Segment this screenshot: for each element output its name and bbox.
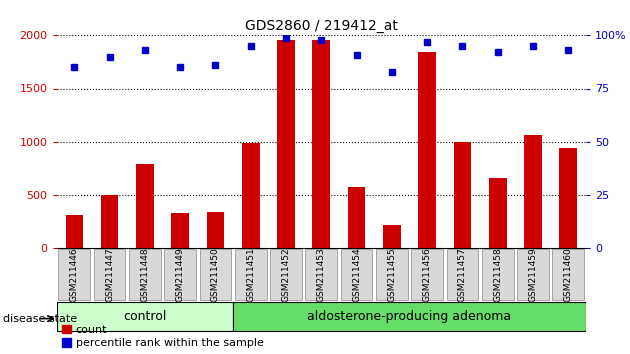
Bar bbox=[489, 178, 507, 248]
Text: GSM211450: GSM211450 bbox=[211, 247, 220, 302]
FancyBboxPatch shape bbox=[376, 249, 408, 300]
Text: GSM211449: GSM211449 bbox=[176, 247, 185, 302]
Text: GSM211447: GSM211447 bbox=[105, 247, 114, 302]
FancyBboxPatch shape bbox=[553, 249, 584, 300]
FancyBboxPatch shape bbox=[306, 249, 337, 300]
Bar bbox=[454, 142, 471, 248]
FancyBboxPatch shape bbox=[235, 249, 266, 300]
Legend: count, percentile rank within the sample: count, percentile rank within the sample bbox=[62, 325, 263, 348]
Text: GSM211446: GSM211446 bbox=[70, 247, 79, 302]
FancyBboxPatch shape bbox=[94, 249, 125, 300]
Bar bbox=[207, 212, 224, 248]
Text: control: control bbox=[123, 310, 166, 323]
Text: GSM211453: GSM211453 bbox=[317, 247, 326, 302]
Text: GSM211456: GSM211456 bbox=[423, 247, 432, 302]
FancyBboxPatch shape bbox=[200, 249, 231, 300]
FancyBboxPatch shape bbox=[482, 249, 513, 300]
FancyBboxPatch shape bbox=[59, 249, 90, 300]
Text: disease state: disease state bbox=[3, 314, 77, 324]
Title: GDS2860 / 219412_at: GDS2860 / 219412_at bbox=[245, 19, 398, 33]
Bar bbox=[312, 40, 330, 248]
FancyBboxPatch shape bbox=[447, 249, 478, 300]
Text: GSM211457: GSM211457 bbox=[458, 247, 467, 302]
Bar bbox=[136, 164, 154, 248]
Text: GSM211452: GSM211452 bbox=[282, 247, 290, 302]
FancyBboxPatch shape bbox=[270, 249, 302, 300]
FancyBboxPatch shape bbox=[164, 249, 196, 300]
Text: GSM211460: GSM211460 bbox=[564, 247, 573, 302]
Text: GSM211458: GSM211458 bbox=[493, 247, 502, 302]
Bar bbox=[418, 52, 436, 248]
Bar bbox=[171, 213, 189, 248]
Bar bbox=[101, 195, 118, 248]
Text: GSM211451: GSM211451 bbox=[246, 247, 255, 302]
FancyBboxPatch shape bbox=[411, 249, 443, 300]
FancyBboxPatch shape bbox=[341, 249, 372, 300]
Bar bbox=[524, 135, 542, 248]
Bar bbox=[277, 40, 295, 248]
Text: GSM211459: GSM211459 bbox=[529, 247, 537, 302]
Text: GSM211448: GSM211448 bbox=[140, 247, 149, 302]
Bar bbox=[348, 187, 365, 248]
Bar bbox=[57, 302, 233, 331]
Text: GSM211454: GSM211454 bbox=[352, 247, 361, 302]
Text: GSM211455: GSM211455 bbox=[387, 247, 396, 302]
Bar bbox=[233, 302, 586, 331]
Bar bbox=[242, 143, 260, 248]
Text: aldosterone-producing adenoma: aldosterone-producing adenoma bbox=[307, 310, 512, 323]
FancyBboxPatch shape bbox=[517, 249, 549, 300]
Bar bbox=[559, 148, 577, 248]
Bar bbox=[383, 225, 401, 248]
Bar bbox=[66, 215, 83, 248]
FancyBboxPatch shape bbox=[129, 249, 161, 300]
